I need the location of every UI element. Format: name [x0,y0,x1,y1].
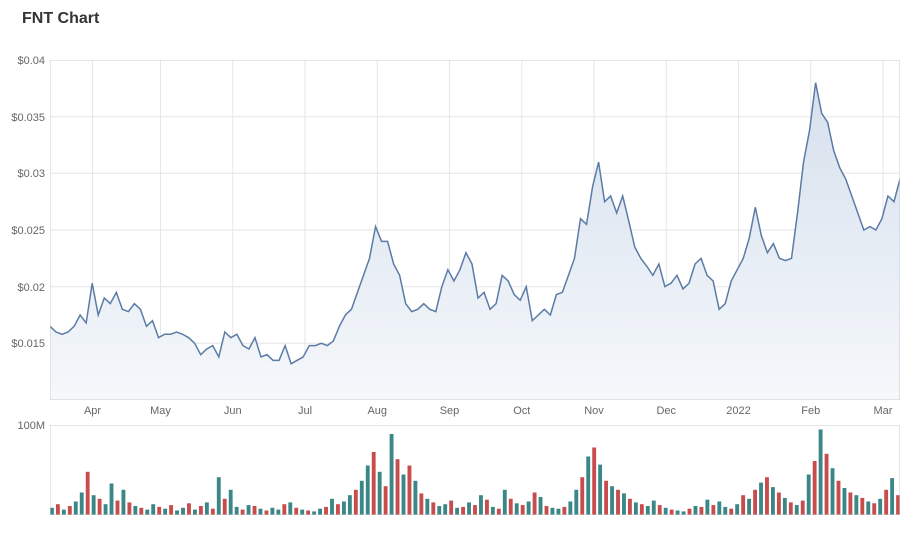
chart-container: FNT Chart $0.04 $0.035 $0.03 $0.025 $0.0… [0,0,913,536]
x-tick-label: Feb [796,405,826,417]
chart-title: FNT Chart [0,0,913,28]
y-tick-label: $0.025 [0,225,45,237]
y-tick-label: $0.035 [0,112,45,124]
x-tick-label: Oct [507,405,537,417]
x-tick-label: Dec [651,405,681,417]
price-chart[interactable] [50,60,900,400]
x-tick-label: Apr [78,405,108,417]
price-area [50,83,900,400]
volume-y-tick-label: 100M [0,420,45,432]
x-tick-label: Jul [290,405,320,417]
x-tick-label: 2022 [724,405,754,417]
x-tick-label: Aug [362,405,392,417]
x-tick-label: Jun [218,405,248,417]
volume-chart[interactable] [50,425,900,515]
x-tick-label: Mar [868,405,898,417]
y-tick-label: $0.03 [0,168,45,180]
y-tick-label: $0.02 [0,282,45,294]
y-tick-label: $0.04 [0,55,45,67]
x-tick-label: May [146,405,176,417]
x-tick-label: Sep [435,405,465,417]
x-tick-label: Nov [579,405,609,417]
volume-bars [50,430,900,516]
y-tick-label: $0.015 [0,338,45,350]
